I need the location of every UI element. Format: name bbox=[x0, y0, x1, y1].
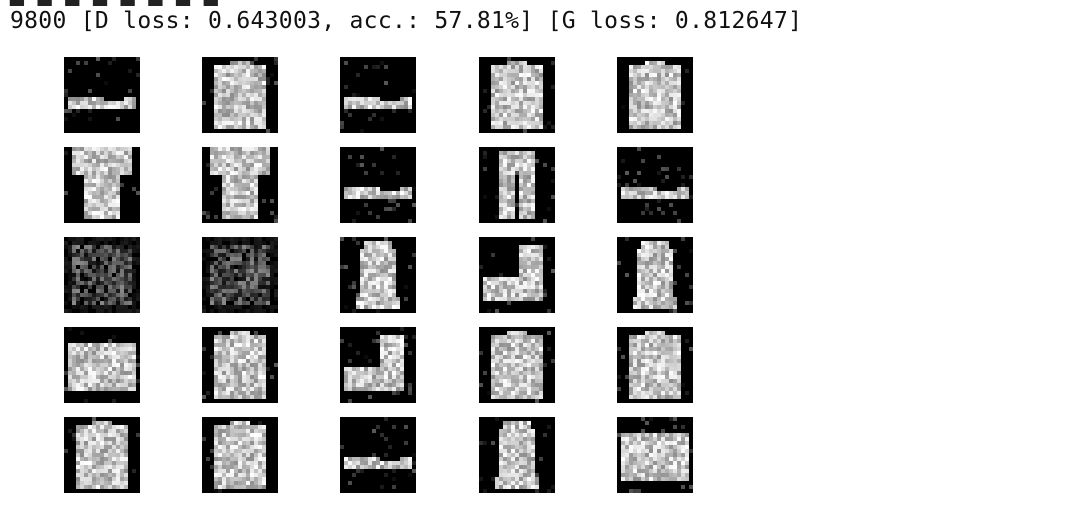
generated-sample-sneaker bbox=[340, 147, 416, 223]
generated-sample-sneaker bbox=[64, 57, 140, 133]
generated-sample-shirt bbox=[479, 57, 555, 133]
generated-sample-sneaker bbox=[340, 57, 416, 133]
generated-sample-shirt bbox=[202, 327, 278, 403]
generated-sample-sneaker bbox=[340, 417, 416, 493]
generated-sample-shirt bbox=[64, 417, 140, 493]
generated-sample-sneaker bbox=[617, 147, 693, 223]
generated-sample-noise bbox=[202, 237, 278, 313]
generated-sample-shirt bbox=[617, 57, 693, 133]
generated-sample-dress bbox=[617, 237, 693, 313]
generated-sample-dress bbox=[340, 237, 416, 313]
previous-log-line-fragment: █ █ █ █ █ █ █ █ bbox=[0, 0, 1070, 6]
training-log-line: 9800 [D loss: 0.643003, acc.: 57.81%] [G… bbox=[10, 8, 803, 34]
generated-sample-shirt bbox=[202, 57, 278, 133]
generated-sample-tshirt bbox=[64, 147, 140, 223]
generated-sample-noise bbox=[64, 237, 140, 313]
generated-sample-dress bbox=[479, 417, 555, 493]
generated-sample-shirt bbox=[202, 417, 278, 493]
generated-sample-bag bbox=[617, 417, 693, 493]
generated-sample-shirt bbox=[617, 327, 693, 403]
generated-sample-boot bbox=[340, 327, 416, 403]
generated-sample-shirt bbox=[479, 327, 555, 403]
generated-sample-boot bbox=[479, 237, 555, 313]
generated-sample-bag bbox=[64, 327, 140, 403]
generated-sample-trousers bbox=[479, 147, 555, 223]
generated-sample-tshirt bbox=[202, 147, 278, 223]
